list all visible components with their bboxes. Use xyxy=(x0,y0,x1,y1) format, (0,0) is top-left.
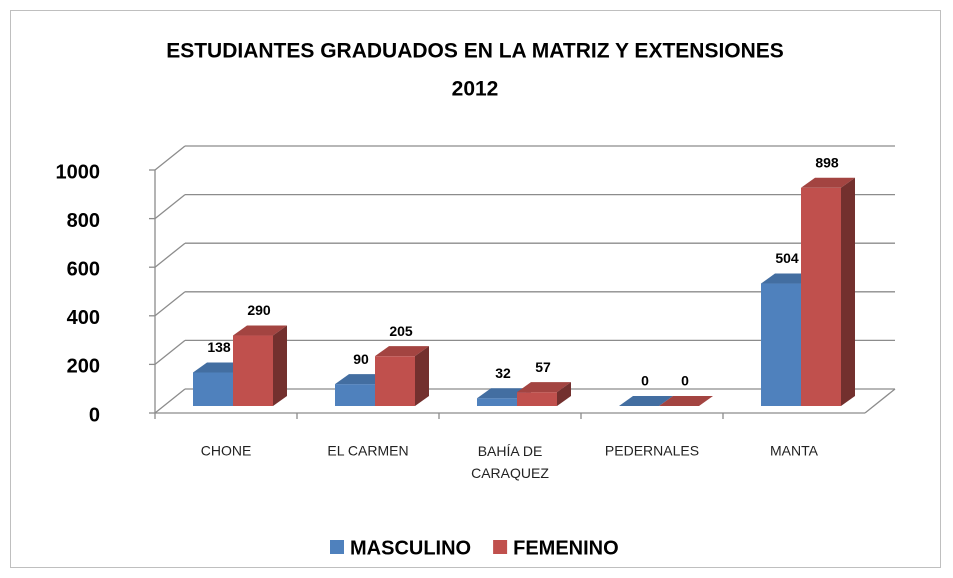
y-tick-label: 800 xyxy=(67,210,100,232)
chart-title: 2012 xyxy=(452,78,499,101)
grid-line xyxy=(154,145,186,171)
bar xyxy=(375,356,415,406)
grid-line xyxy=(154,194,186,220)
bar-side xyxy=(415,346,429,406)
y-tick-label: 200 xyxy=(67,356,100,378)
data-label: 504 xyxy=(775,250,799,266)
grid-line xyxy=(154,339,186,365)
data-label: 0 xyxy=(681,373,689,389)
bar xyxy=(517,392,557,406)
bar-top xyxy=(659,396,713,406)
x-tick-label: EL CARMEN xyxy=(327,443,408,459)
bar xyxy=(801,187,841,406)
bar xyxy=(335,384,375,406)
bar-side xyxy=(273,325,287,406)
grid-line xyxy=(154,291,186,317)
data-label: 90 xyxy=(353,351,369,367)
legend-label: FEMENINO xyxy=(513,537,619,559)
bar xyxy=(193,372,233,406)
axis-line xyxy=(864,388,896,414)
data-label: 898 xyxy=(815,154,839,170)
x-tick-label: BAHÍA DE CARAQUEZ xyxy=(471,443,549,481)
legend-swatch xyxy=(330,540,344,554)
bar-top xyxy=(517,382,571,393)
y-tick-label: 600 xyxy=(67,258,100,280)
x-tick-label: PEDERNALES xyxy=(605,443,699,459)
data-label: 138 xyxy=(207,339,231,355)
legend-swatch xyxy=(493,540,508,554)
bar xyxy=(233,335,273,406)
legend-label: MASCULINO xyxy=(350,537,471,559)
data-label: 205 xyxy=(389,323,413,339)
y-tick-label: 400 xyxy=(67,307,100,329)
bar-side xyxy=(557,382,571,406)
y-tick-label: 1000 xyxy=(56,161,101,183)
data-label: 290 xyxy=(247,302,271,318)
bar-top xyxy=(801,177,855,188)
bar-top xyxy=(233,325,287,336)
bar xyxy=(477,398,517,406)
bar-top xyxy=(619,396,673,406)
grid-line xyxy=(154,388,186,414)
bar xyxy=(761,283,801,406)
x-tick-label: CHONE xyxy=(201,443,252,459)
grid-line xyxy=(154,242,186,268)
bar-top xyxy=(375,346,429,357)
x-tick-label: MANTA xyxy=(770,443,819,459)
data-label: 0 xyxy=(641,373,649,389)
data-label: 57 xyxy=(535,359,551,375)
bar-side xyxy=(841,177,855,406)
chart-title: ESTUDIANTES GRADUADOS EN LA MATRIZ Y EXT… xyxy=(166,40,784,63)
data-label: 32 xyxy=(495,365,511,381)
y-tick-label: 0 xyxy=(89,404,100,426)
